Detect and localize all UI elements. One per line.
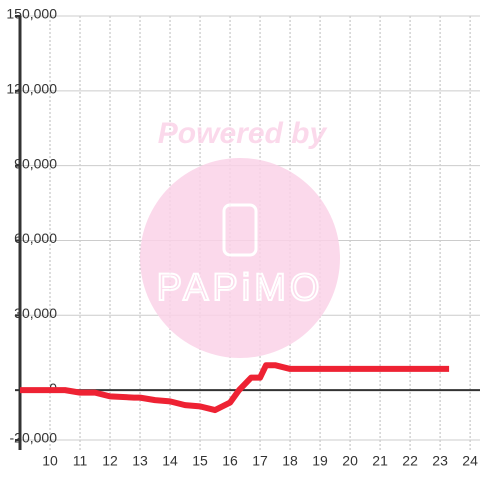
y-tick-label: 90,000 bbox=[14, 155, 57, 171]
watermark-icon bbox=[222, 203, 258, 257]
x-tick-label: 23 bbox=[432, 453, 448, 469]
x-tick-label: 20 bbox=[342, 453, 358, 469]
x-tick-label: 18 bbox=[282, 453, 298, 469]
y-tick-label: -20,000 bbox=[10, 430, 58, 446]
x-tick-label: 19 bbox=[312, 453, 328, 469]
x-tick-label: 16 bbox=[222, 453, 238, 469]
y-tick-label: 30,000 bbox=[14, 305, 57, 321]
line bbox=[20, 362, 450, 414]
y-tick-label: 120,000 bbox=[6, 81, 57, 97]
x-tick-label: 14 bbox=[162, 453, 178, 469]
y-tick-label: 150,000 bbox=[6, 6, 57, 22]
watermark: Powered by PAPiMO bbox=[140, 117, 340, 358]
watermark-top: Powered by bbox=[158, 117, 328, 150]
x-tick-label: 17 bbox=[252, 453, 268, 469]
x-tick-label: 10 bbox=[42, 453, 58, 469]
x-tick-label: 22 bbox=[402, 453, 418, 469]
x-tick-label: 11 bbox=[73, 453, 88, 469]
x-tick-label: 12 bbox=[102, 453, 118, 469]
y-tick-label: 60,000 bbox=[14, 230, 57, 246]
watermark-circle bbox=[140, 158, 340, 358]
watermark-brand: PAPiMO bbox=[157, 267, 324, 309]
x-tick-label: 21 bbox=[372, 453, 388, 469]
x-tick-label: 13 bbox=[132, 453, 148, 469]
x-tick-label: 24 bbox=[462, 453, 478, 469]
x-tick-label: 15 bbox=[192, 453, 208, 469]
